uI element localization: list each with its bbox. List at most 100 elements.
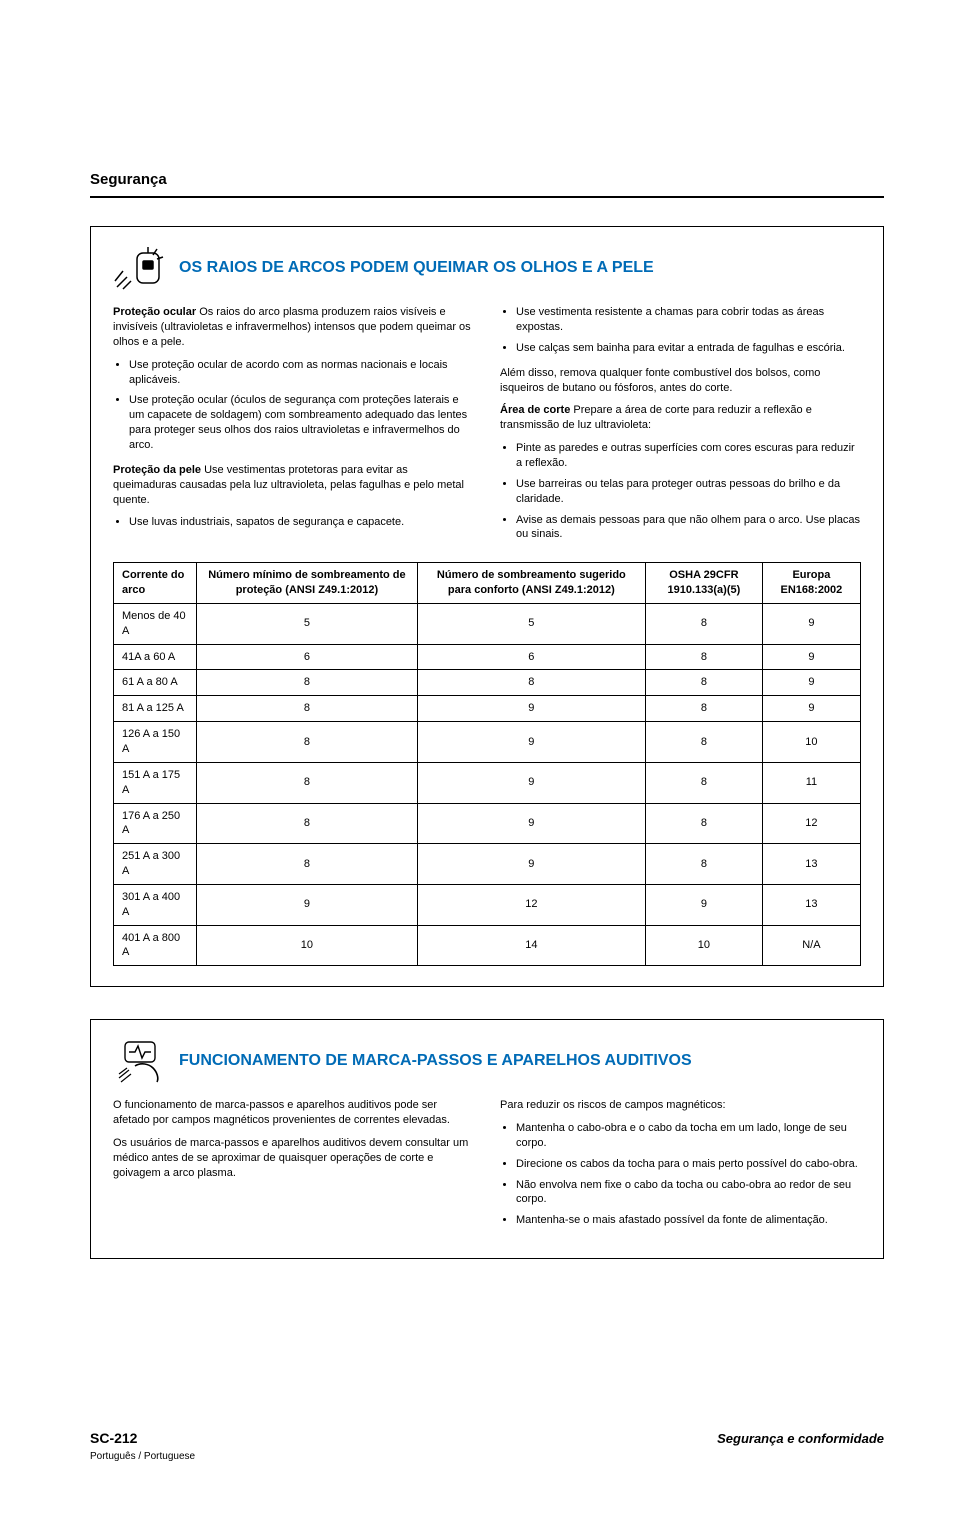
table-cell: Menos de 40 A: [114, 603, 197, 644]
block-head: FUNCIONAMENTO DE MARCA-PASSOS E APARELHO…: [113, 1038, 861, 1084]
table-cell: 251 A a 300 A: [114, 844, 197, 885]
table-cell: 5: [417, 603, 645, 644]
list-item: Use vestimenta resistente a chamas para …: [516, 305, 861, 335]
safety-block-arc-rays: OS RAIOS DE ARCOS PODEM QUEIMAR OS OLHOS…: [90, 226, 884, 987]
paragraph: Os usuários de marca-passos e aparelhos …: [113, 1136, 474, 1181]
list-item: Não envolva nem fixe o cabo da tocha ou …: [516, 1178, 861, 1208]
table-cell: 9: [417, 696, 645, 722]
table-cell: 8: [645, 670, 762, 696]
table-cell: 61 A a 80 A: [114, 670, 197, 696]
table-cell: 301 A a 400 A: [114, 884, 197, 925]
table-row: 41A a 60 A6689: [114, 644, 861, 670]
table-cell: 9: [762, 670, 860, 696]
block1-columns: Proteção ocular Os raios do arco plasma …: [113, 305, 861, 552]
block1-left-col: Proteção ocular Os raios do arco plasma …: [113, 305, 474, 552]
table-cell: 8: [197, 696, 418, 722]
table-cell: 41A a 60 A: [114, 644, 197, 670]
bullet-list: Pinte as paredes e outras superfícies co…: [500, 441, 861, 542]
table-row: 176 A a 250 A89812: [114, 803, 861, 844]
table-cell: 8: [197, 670, 418, 696]
list-item: Mantenha-se o mais afastado possível da …: [516, 1213, 861, 1228]
paragraph: Proteção ocular Os raios do arco plasma …: [113, 305, 474, 350]
table-row: 81 A a 125 A8989: [114, 696, 861, 722]
table-cell: 10: [645, 925, 762, 966]
pacemaker-icon: [113, 1038, 169, 1084]
block-title: OS RAIOS DE ARCOS PODEM QUEIMAR OS OLHOS…: [179, 257, 654, 279]
list-item: Mantenha o cabo-obra e o cabo da tocha e…: [516, 1121, 861, 1151]
table-cell: 8: [645, 696, 762, 722]
paragraph: Proteção da pele Use vestimentas proteto…: [113, 463, 474, 508]
table-row: 401 A a 800 A101410N/A: [114, 925, 861, 966]
table-cell: 12: [417, 884, 645, 925]
table-cell: 9: [762, 696, 860, 722]
table-header: Europa EN168:2002: [762, 563, 860, 604]
table-cell: 8: [645, 603, 762, 644]
table-cell: 126 A a 150 A: [114, 722, 197, 763]
table-cell: 10: [197, 925, 418, 966]
list-item: Use proteção ocular (óculos de segurança…: [129, 393, 474, 452]
list-item: Avise as demais pessoas para que não olh…: [516, 513, 861, 543]
table-header: OSHA 29CFR 1910.133(a)(5): [645, 563, 762, 604]
paragraph: Área de corte Prepare a área de corte pa…: [500, 403, 861, 433]
table-cell: 8: [645, 803, 762, 844]
table-header-row: Corrente do arco Número mínimo de sombre…: [114, 563, 861, 604]
table-cell: 8: [645, 762, 762, 803]
table-cell: 11: [762, 762, 860, 803]
table-cell: 13: [762, 884, 860, 925]
table-cell: 8: [645, 844, 762, 885]
block2-columns: O funcionamento de marca-passos e aparel…: [113, 1098, 861, 1238]
footer-left: SC-212 Português / Portuguese: [90, 1429, 195, 1463]
safety-block-pacemaker: FUNCIONAMENTO DE MARCA-PASSOS E APARELHO…: [90, 1019, 884, 1259]
lead-text: Proteção da pele: [113, 464, 201, 476]
table-cell: 176 A a 250 A: [114, 803, 197, 844]
table-cell: 5: [197, 603, 418, 644]
list-item: Pinte as paredes e outras superfícies co…: [516, 441, 861, 471]
table-cell: 9: [197, 884, 418, 925]
table-cell: 9: [645, 884, 762, 925]
table-cell: 6: [197, 644, 418, 670]
shade-table: Corrente do arco Número mínimo de sombre…: [113, 562, 861, 966]
table-row: 251 A a 300 A89813: [114, 844, 861, 885]
table-row: 126 A a 150 A89810: [114, 722, 861, 763]
table-cell: 9: [417, 803, 645, 844]
footer-lang: Português / Portuguese: [90, 1450, 195, 1464]
table-cell: 14: [417, 925, 645, 966]
table-header: Número mínimo de sombreamento de proteçã…: [197, 563, 418, 604]
table-cell: 10: [762, 722, 860, 763]
block-head: OS RAIOS DE ARCOS PODEM QUEIMAR OS OLHOS…: [113, 245, 861, 291]
table-cell: N/A: [762, 925, 860, 966]
lead-text: Proteção ocular: [113, 306, 196, 318]
paragraph: O funcionamento de marca-passos e aparel…: [113, 1098, 474, 1128]
table-row: Menos de 40 A5589: [114, 603, 861, 644]
table-row: 61 A a 80 A8889: [114, 670, 861, 696]
bullet-list: Mantenha o cabo-obra e o cabo da tocha e…: [500, 1121, 861, 1228]
block-title: FUNCIONAMENTO DE MARCA-PASSOS E APARELHO…: [179, 1050, 692, 1072]
bullet-list: Use proteção ocular de acordo com as nor…: [113, 358, 474, 453]
list-item: Use calças sem bainha para evitar a entr…: [516, 341, 861, 356]
footer-code: SC-212: [90, 1429, 195, 1448]
table-cell: 401 A a 800 A: [114, 925, 197, 966]
table-cell: 12: [762, 803, 860, 844]
list-item: Use barreiras ou telas para proteger out…: [516, 477, 861, 507]
table-cell: 8: [645, 722, 762, 763]
bullet-list: Use vestimenta resistente a chamas para …: [500, 305, 861, 356]
table-cell: 8: [197, 844, 418, 885]
block2-left-col: O funcionamento de marca-passos e aparel…: [113, 1098, 474, 1238]
table-cell: 9: [417, 722, 645, 763]
table-cell: 81 A a 125 A: [114, 696, 197, 722]
table-cell: 13: [762, 844, 860, 885]
table-cell: 9: [417, 762, 645, 803]
table-cell: 9: [762, 603, 860, 644]
table-cell: 8: [645, 644, 762, 670]
list-item: Use proteção ocular de acordo com as nor…: [129, 358, 474, 388]
list-item: Direcione os cabos da tocha para o mais …: [516, 1157, 861, 1172]
page-footer: SC-212 Português / Portuguese Segurança …: [90, 1429, 884, 1463]
list-item: Use luvas industriais, sapatos de segura…: [129, 515, 474, 530]
block1-right-col: Use vestimenta resistente a chamas para …: [500, 305, 861, 552]
table-row: 301 A a 400 A912913: [114, 884, 861, 925]
table-cell: 9: [762, 644, 860, 670]
paragraph: Além disso, remova qualquer fonte combus…: [500, 366, 861, 396]
arc-helmet-icon: [113, 245, 169, 291]
table-cell: 6: [417, 644, 645, 670]
table-cell: 151 A a 175 A: [114, 762, 197, 803]
